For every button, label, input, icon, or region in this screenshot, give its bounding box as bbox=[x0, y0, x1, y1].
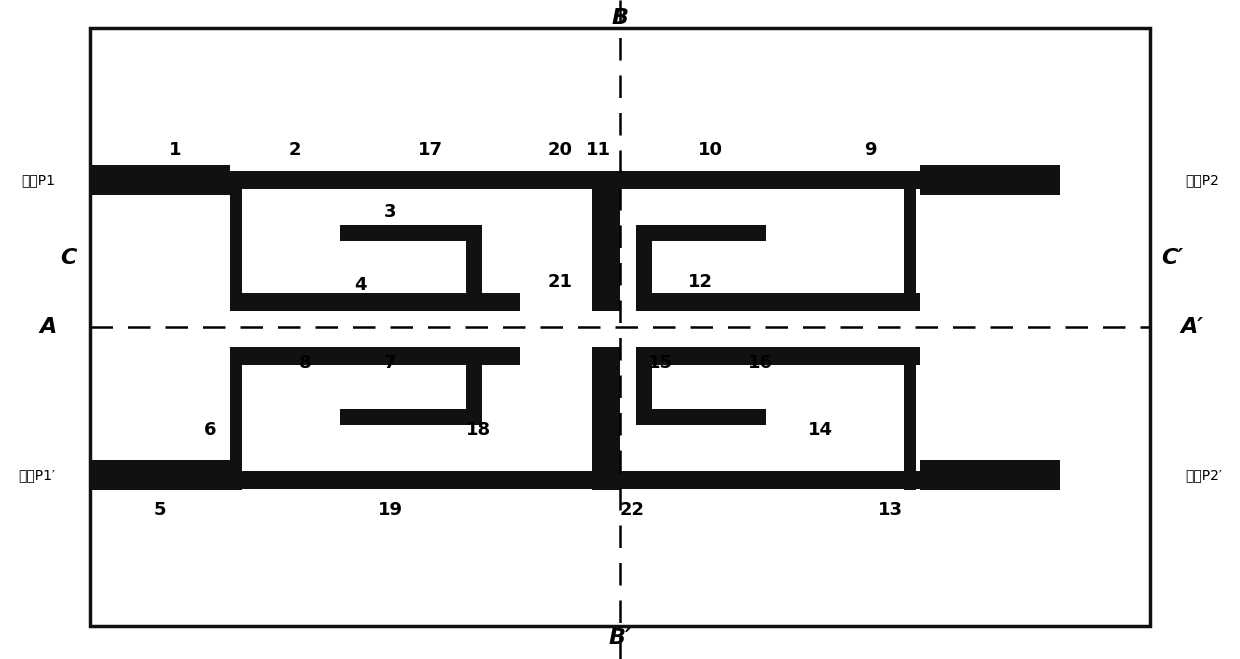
Bar bbox=[242, 365, 466, 409]
Bar bbox=[229, 171, 242, 311]
Text: 21: 21 bbox=[548, 273, 573, 291]
Bar bbox=[920, 460, 1060, 490]
Text: 14: 14 bbox=[807, 421, 832, 439]
Bar bbox=[591, 347, 620, 490]
Bar bbox=[636, 225, 652, 311]
Text: 22: 22 bbox=[620, 501, 645, 519]
Text: 3: 3 bbox=[383, 203, 397, 221]
Bar bbox=[466, 347, 482, 425]
Bar bbox=[242, 189, 340, 225]
Bar bbox=[766, 189, 904, 225]
Bar bbox=[91, 28, 1149, 626]
Text: 10: 10 bbox=[697, 141, 723, 159]
Bar bbox=[904, 347, 916, 490]
Text: 13: 13 bbox=[878, 501, 903, 519]
Text: 6: 6 bbox=[203, 421, 216, 439]
Bar bbox=[636, 189, 904, 293]
Text: 5: 5 bbox=[154, 501, 166, 519]
Text: 9: 9 bbox=[864, 141, 877, 159]
Text: 19: 19 bbox=[377, 501, 403, 519]
Bar bbox=[242, 425, 340, 471]
Text: 4: 4 bbox=[353, 276, 366, 294]
Bar bbox=[340, 409, 480, 425]
Bar bbox=[636, 225, 766, 241]
Text: C: C bbox=[60, 248, 76, 268]
Text: 7: 7 bbox=[383, 354, 397, 372]
Bar bbox=[636, 347, 920, 365]
Bar bbox=[591, 171, 620, 311]
Bar bbox=[652, 241, 904, 293]
Bar bbox=[229, 471, 610, 489]
Text: 端口P1: 端口P1 bbox=[21, 173, 55, 187]
Text: 12: 12 bbox=[687, 273, 713, 291]
Bar bbox=[766, 425, 904, 471]
Text: 2: 2 bbox=[289, 141, 301, 159]
Bar bbox=[242, 365, 492, 471]
Bar bbox=[636, 409, 766, 425]
Bar bbox=[229, 347, 520, 365]
Bar bbox=[620, 471, 920, 489]
Text: A′: A′ bbox=[1180, 317, 1204, 337]
Bar bbox=[904, 171, 916, 311]
Bar bbox=[620, 171, 920, 189]
Text: 15: 15 bbox=[647, 354, 672, 372]
Bar bbox=[636, 347, 652, 425]
Bar bbox=[652, 365, 904, 409]
Text: 端口P1′: 端口P1′ bbox=[17, 468, 55, 482]
Bar bbox=[242, 241, 466, 293]
Text: C′: C′ bbox=[1161, 248, 1183, 268]
Text: B′: B′ bbox=[609, 628, 631, 648]
Text: 17: 17 bbox=[418, 141, 443, 159]
Bar bbox=[229, 171, 610, 189]
Bar bbox=[340, 225, 480, 241]
Text: 8: 8 bbox=[299, 354, 311, 372]
Bar bbox=[91, 460, 229, 490]
Text: B: B bbox=[611, 8, 629, 28]
Text: 端口P2: 端口P2 bbox=[1185, 173, 1219, 187]
Text: A: A bbox=[40, 317, 57, 337]
Text: 11: 11 bbox=[585, 141, 610, 159]
Bar bbox=[920, 165, 1060, 195]
Text: 20: 20 bbox=[548, 141, 573, 159]
Bar bbox=[91, 165, 229, 195]
Bar bbox=[636, 293, 920, 311]
Bar bbox=[229, 347, 242, 490]
Bar bbox=[229, 293, 520, 311]
Text: 端口P2′: 端口P2′ bbox=[1185, 468, 1221, 482]
Bar bbox=[466, 225, 482, 311]
Text: 1: 1 bbox=[169, 141, 181, 159]
Text: 18: 18 bbox=[465, 421, 491, 439]
Bar bbox=[242, 189, 582, 293]
Text: 16: 16 bbox=[748, 354, 773, 372]
Bar bbox=[620, 365, 904, 471]
